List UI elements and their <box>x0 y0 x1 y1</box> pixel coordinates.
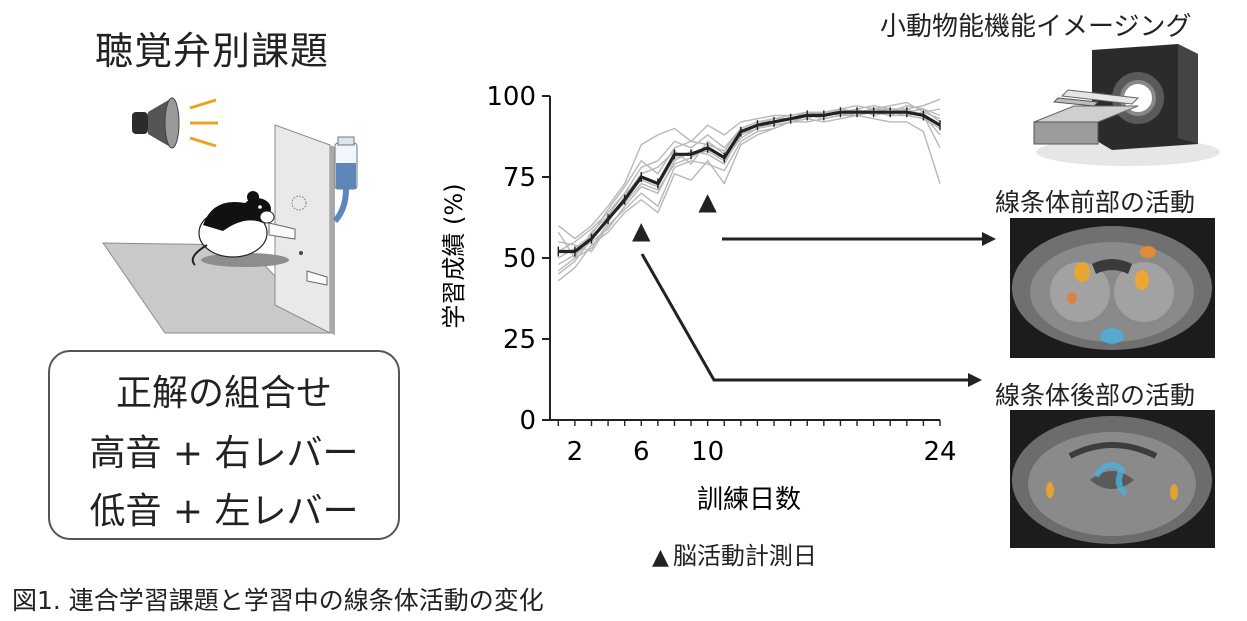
speaker-icon <box>132 97 218 149</box>
correct-combinations-box: 正解の組合せ 高音 + 右レバー 低音 + 左レバー <box>48 350 400 540</box>
figure-caption: 図1. 連合学習課題と学習中の線条体活動の変化 <box>12 586 544 615</box>
rules-title: 正解の組合せ <box>115 373 332 414</box>
individual-curve-2 <box>558 108 941 253</box>
task-title: 聴覚弁別課題 <box>95 29 330 73</box>
x-tick-label-24: 24 <box>923 437 956 467</box>
mri-scanner-illustration <box>1033 44 1220 166</box>
mouse-apparatus-illustration <box>102 124 358 335</box>
y-tick-label-75: 75 <box>503 163 536 193</box>
measurement-marker-day-10: ▲ <box>698 187 717 215</box>
arrow-head-anterior <box>982 232 996 246</box>
measurement-markers: ▲▲ <box>632 187 717 244</box>
individual-curve-5 <box>557 108 941 259</box>
legend-text: 脳活動計測日 <box>672 542 817 570</box>
marker-arrows <box>640 232 996 387</box>
posterior-striatum-label: 線条体後部の活動 <box>995 381 1196 410</box>
measurement-marker-day-6: ▲ <box>632 217 651 245</box>
imaging-title: 小動物能機能イメージング <box>880 12 1192 42</box>
rule-high-tone: 高音 + 右レバー <box>89 433 359 474</box>
rule-low-tone: 低音 + 左レバー <box>89 491 359 532</box>
x-tick-label-2: 2 <box>567 437 584 467</box>
x-tick-label-6: 6 <box>633 437 650 467</box>
posterior-brain-image <box>1010 410 1215 548</box>
anterior-brain-image <box>1010 218 1215 358</box>
y-tick-label-100: 100 <box>486 82 536 112</box>
x-tick-label-10: 10 <box>691 437 724 467</box>
x-axis-label: 訓練日数 <box>697 485 801 515</box>
chart-axes: 0 25 50 75 100 2 6 10 24 <box>486 82 956 467</box>
arrow-to-posterior <box>640 253 968 382</box>
mean-curve-line <box>558 110 941 254</box>
y-tick-label-25: 25 <box>503 325 536 355</box>
mean-learning-curve <box>557 107 941 257</box>
y-tick-label-0: 0 <box>519 406 536 436</box>
arrow-head-posterior <box>968 373 982 387</box>
anterior-striatum-label: 線条体前部の活動 <box>995 188 1196 217</box>
triangle-icon: ▲ <box>652 545 669 570</box>
y-tick-label-50: 50 <box>503 244 536 274</box>
measurement-day-legend: ▲ 脳活動計測日 <box>652 536 817 571</box>
y-axis-label: 学習成績 (%) <box>440 183 468 328</box>
individual-curve-4 <box>557 114 941 282</box>
